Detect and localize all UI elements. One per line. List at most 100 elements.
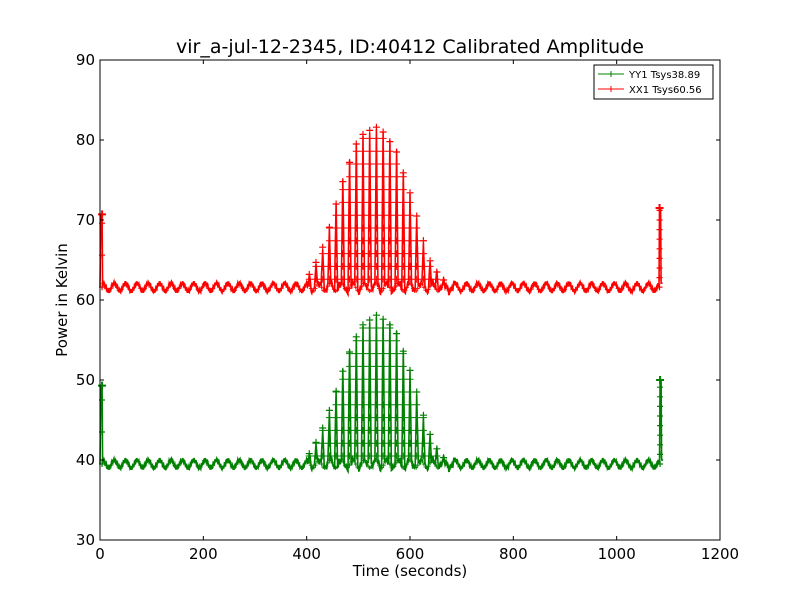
peak-marker [312, 452, 320, 460]
marker [545, 459, 550, 464]
marker [473, 462, 478, 466]
x-tick-label: 600 [396, 545, 425, 563]
spike-top-marker [656, 376, 665, 384]
marker [556, 282, 561, 287]
marker [387, 462, 392, 466]
peak-marker [332, 237, 340, 245]
peak-top-marker [352, 140, 360, 148]
peak-marker [372, 439, 380, 447]
peak-marker [399, 198, 407, 206]
peak-marker [332, 439, 340, 447]
y-tick-label: 30 [76, 531, 95, 549]
peak-marker [359, 250, 367, 258]
peak-marker [372, 250, 380, 258]
peak-marker [399, 401, 407, 409]
marker [228, 284, 233, 289]
marker [277, 288, 282, 293]
marker [296, 460, 301, 465]
spike-marker [656, 284, 663, 291]
peak-marker [386, 250, 394, 258]
marker [324, 287, 329, 292]
marker [547, 286, 552, 291]
peak-marker [359, 375, 367, 383]
marker [104, 286, 109, 291]
spike-top-marker [98, 210, 107, 219]
peak-top-marker [346, 158, 354, 166]
marker [465, 458, 470, 463]
peak-marker [393, 337, 401, 345]
peak-marker [325, 250, 333, 258]
marker [249, 458, 254, 463]
marker [234, 462, 239, 466]
marker [311, 288, 316, 293]
peak-top-marker [339, 178, 347, 186]
marker [654, 463, 659, 468]
marker [466, 460, 471, 465]
marker [166, 285, 171, 290]
peak-marker [372, 237, 380, 245]
peak-marker [352, 160, 360, 168]
marker [336, 462, 341, 466]
peak-marker [352, 237, 360, 245]
marker [539, 465, 544, 470]
marker [411, 463, 416, 468]
marker [421, 285, 426, 290]
peak-marker [379, 134, 387, 142]
marker [479, 463, 484, 468]
marker [307, 283, 312, 288]
peak-marker [352, 452, 360, 460]
marker [209, 288, 214, 293]
marker [547, 463, 552, 468]
marker [530, 284, 535, 289]
marker [108, 463, 113, 468]
marker [183, 462, 188, 466]
marker [102, 459, 107, 464]
peak-marker [372, 147, 380, 155]
marker [522, 282, 527, 287]
marker [483, 286, 488, 291]
marker [567, 458, 572, 463]
peak-top-marker [305, 270, 313, 278]
peak-marker [325, 452, 333, 460]
marker [149, 285, 154, 290]
peak-marker [379, 439, 387, 447]
peak-marker [372, 324, 380, 332]
marker [473, 285, 478, 290]
peak-marker [352, 401, 360, 409]
marker [177, 463, 182, 468]
legend: YY1 Tsys38.89 XX1 Tsys60.56 [593, 64, 714, 100]
marker [494, 287, 499, 292]
marker [642, 465, 647, 470]
peak-marker [379, 198, 387, 206]
marker [175, 465, 180, 470]
peak-marker [379, 237, 387, 245]
peak-marker [352, 375, 360, 383]
marker [352, 282, 357, 287]
peak-marker [372, 198, 380, 206]
peak-marker [339, 452, 347, 460]
marker [347, 286, 352, 291]
marker [501, 460, 505, 465]
marker [404, 462, 409, 466]
peak-marker [352, 224, 360, 232]
marker [375, 283, 380, 288]
marker [318, 458, 323, 463]
y-tick-label: 40 [76, 451, 95, 469]
peak-marker [426, 452, 434, 460]
marker [330, 284, 335, 289]
peak-marker [393, 237, 401, 245]
peak-marker [352, 147, 360, 155]
series-layer [98, 123, 665, 475]
peak-marker [379, 337, 387, 345]
peak-top-marker [433, 268, 441, 276]
peak-top-marker [399, 169, 407, 177]
marker [228, 460, 233, 465]
peak-marker [379, 211, 387, 219]
marker [375, 459, 380, 464]
marker [194, 284, 199, 289]
marker [439, 462, 443, 466]
marker [437, 465, 442, 470]
peak-top-marker [332, 387, 340, 395]
marker [369, 465, 374, 470]
marker [262, 284, 267, 289]
